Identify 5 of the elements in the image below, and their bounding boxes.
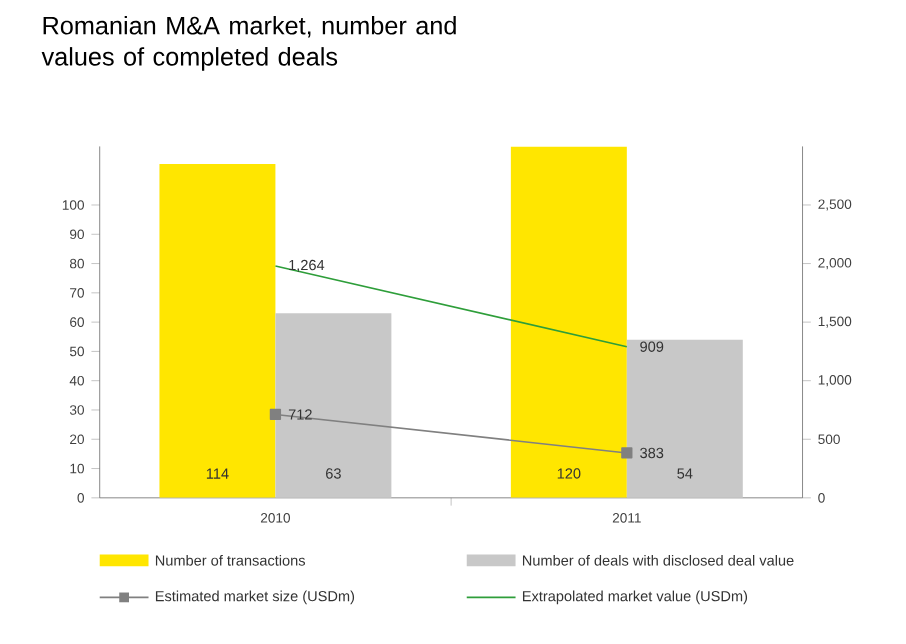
bar xyxy=(275,313,392,498)
bar xyxy=(159,163,276,498)
bar xyxy=(626,339,743,498)
bar xyxy=(510,146,627,498)
chart-title: Romanian M&A market, number and values of completed deals xyxy=(41,15,456,71)
